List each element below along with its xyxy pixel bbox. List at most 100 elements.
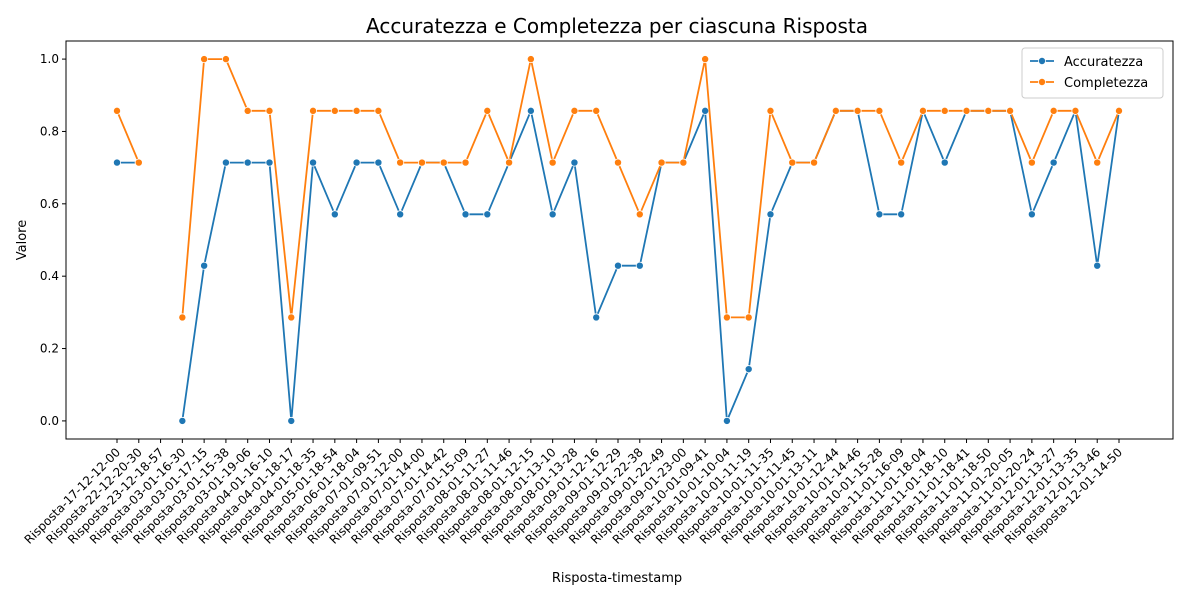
data-point xyxy=(287,416,296,425)
data-point xyxy=(505,158,514,167)
data-point xyxy=(1049,106,1058,115)
x-axis-title: Risposta-timestamp xyxy=(552,571,682,586)
data-point xyxy=(614,261,623,270)
data-point xyxy=(788,158,797,167)
series-line xyxy=(116,110,140,163)
y-axis: 0.0 0.2 0.4 0.6 0.8 1.0 xyxy=(40,52,66,428)
data-point xyxy=(853,106,862,115)
data-point xyxy=(744,313,753,322)
data-point xyxy=(548,210,557,219)
data-point xyxy=(461,158,470,167)
data-point xyxy=(766,106,775,115)
data-point xyxy=(940,158,949,167)
data-point xyxy=(897,210,906,219)
data-point xyxy=(592,313,601,322)
data-point xyxy=(1071,106,1080,115)
data-point xyxy=(243,158,252,167)
data-point xyxy=(1115,106,1124,115)
data-point xyxy=(1006,106,1015,115)
data-point xyxy=(744,365,753,374)
data-point xyxy=(635,261,644,270)
data-point xyxy=(1027,210,1036,219)
data-point xyxy=(265,158,274,167)
y-tick-label: 1.0 xyxy=(40,52,59,66)
data-point xyxy=(374,106,383,115)
data-point xyxy=(287,313,296,322)
legend-label: Completezza xyxy=(1064,76,1148,91)
data-point xyxy=(984,106,993,115)
data-point xyxy=(592,106,601,115)
data-point xyxy=(918,106,927,115)
data-point xyxy=(875,210,884,219)
data-point xyxy=(439,158,448,167)
data-point xyxy=(766,210,775,219)
data-point xyxy=(374,158,383,167)
data-point xyxy=(1027,158,1036,167)
y-tick-label: 0.6 xyxy=(40,197,59,211)
data-point xyxy=(134,158,143,167)
data-point xyxy=(810,158,819,167)
data-point xyxy=(657,158,666,167)
legend-marker xyxy=(1038,57,1047,66)
data-point xyxy=(178,416,187,425)
data-point xyxy=(526,55,535,64)
data-point xyxy=(614,158,623,167)
data-point xyxy=(831,106,840,115)
data-point xyxy=(940,106,949,115)
data-point xyxy=(570,106,579,115)
legend-marker xyxy=(1038,78,1047,87)
plot-frame xyxy=(65,40,1174,440)
data-point xyxy=(221,158,230,167)
data-point xyxy=(178,313,187,322)
data-point xyxy=(461,210,470,219)
series-layer xyxy=(113,55,1124,425)
data-point xyxy=(330,210,339,219)
data-point xyxy=(1049,158,1058,167)
data-point xyxy=(221,55,230,64)
data-point xyxy=(113,106,122,115)
legend: Accuratezza Completezza xyxy=(1021,47,1164,99)
y-axis-title: Valore xyxy=(15,220,30,260)
data-point xyxy=(330,106,339,115)
data-point xyxy=(1093,158,1102,167)
data-point xyxy=(309,106,318,115)
data-point xyxy=(200,55,209,64)
y-tick-label: 0.4 xyxy=(40,269,59,283)
data-point xyxy=(897,158,906,167)
series-line xyxy=(181,109,1120,422)
data-point xyxy=(875,106,884,115)
data-point xyxy=(1093,261,1102,270)
data-point xyxy=(265,106,274,115)
y-tick-label: 0.8 xyxy=(40,124,59,138)
x-axis: Risposta-17-12-12-00Risposta-22-12-20-30… xyxy=(22,439,1125,547)
data-point xyxy=(113,158,122,167)
data-point xyxy=(396,158,405,167)
chart-title: Accuratezza e Completezza per ciascuna R… xyxy=(366,14,868,38)
data-point xyxy=(200,261,209,270)
data-point xyxy=(352,106,361,115)
plot-area xyxy=(65,40,1174,440)
data-point xyxy=(352,158,361,167)
data-point xyxy=(962,106,971,115)
data-point xyxy=(635,210,644,219)
data-point xyxy=(417,158,426,167)
data-point xyxy=(526,106,535,115)
legend-label: Accuratezza xyxy=(1064,55,1143,70)
y-tick-label: 0.2 xyxy=(40,342,59,356)
data-point xyxy=(309,158,318,167)
data-point xyxy=(483,106,492,115)
data-point xyxy=(722,313,731,322)
data-point xyxy=(722,416,731,425)
y-tick-label: 0.0 xyxy=(40,414,59,428)
data-point xyxy=(679,158,688,167)
data-point xyxy=(701,55,710,64)
data-point xyxy=(570,158,579,167)
legend-box xyxy=(1021,47,1164,99)
data-point xyxy=(396,210,405,219)
data-point xyxy=(701,106,710,115)
data-point xyxy=(243,106,252,115)
data-point xyxy=(548,158,557,167)
series-completezza xyxy=(113,55,1124,322)
data-point xyxy=(483,210,492,219)
